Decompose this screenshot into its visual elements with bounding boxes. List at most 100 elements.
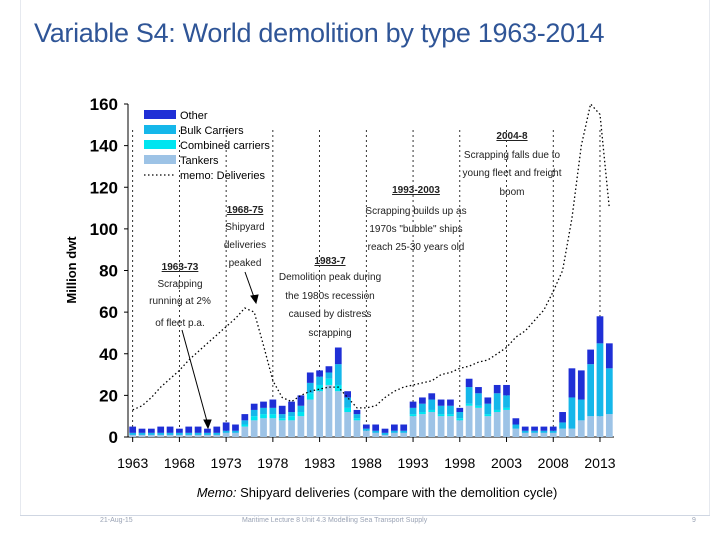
page-number: 9 xyxy=(692,517,696,524)
x-axis-label-text: Shipyard deliveries (compare with the de… xyxy=(240,485,557,500)
bar-combined-carriers-1994 xyxy=(419,412,426,415)
bar-bulk-carriers-2007 xyxy=(540,430,548,433)
bar-tankers-2000 xyxy=(475,407,482,437)
bar-bulk-carriers-1975 xyxy=(241,420,249,425)
bar-bulk-carriers-2003 xyxy=(503,395,510,408)
legend: Other Bulk Carriers Combined carriers Ta… xyxy=(144,110,270,182)
bar-tankers-1965 xyxy=(148,434,155,437)
bar-combined-carriers-1987 xyxy=(353,418,361,421)
bar-tankers-2011 xyxy=(577,420,585,437)
annotation-1983-heading: 1983-7 xyxy=(314,256,346,267)
bar-other-1990 xyxy=(381,428,389,433)
bar-bulk-carriers-1985 xyxy=(334,364,342,385)
annotation-2004-line-1: Scrapping falls due to xyxy=(464,150,561,161)
bar-tankers-1981 xyxy=(297,416,305,437)
bar-other-1991 xyxy=(391,424,398,431)
annotation-1963-heading: 1963-73 xyxy=(162,262,199,273)
bar-tankers-2006 xyxy=(531,432,538,437)
bar-other-1974 xyxy=(232,424,239,431)
bar-bulk-carriers-2013 xyxy=(596,343,604,417)
bar-tankers-1996 xyxy=(437,416,445,437)
legend-label-bulk: Bulk Carriers xyxy=(180,125,244,137)
bar-other-2013 xyxy=(596,316,604,344)
bar-other-2011 xyxy=(577,370,585,400)
bar-other-1976 xyxy=(250,403,258,410)
bar-tankers-2014 xyxy=(605,414,613,437)
bar-bulk-carriers-2001 xyxy=(484,403,492,415)
bar-other-1995 xyxy=(428,393,436,400)
y-tick-label-60: 60 xyxy=(99,303,118,322)
bar-other-1986 xyxy=(344,391,351,398)
bar-other-1971 xyxy=(204,428,211,433)
annotation-1968: 1968-75 Shipyard deliveries peaked xyxy=(224,205,266,269)
bar-bulk-carriers-1979 xyxy=(278,414,286,419)
bar-other-1975 xyxy=(241,414,249,421)
bar-tankers-1997 xyxy=(447,416,454,437)
annotation-1983-line-2: the 1980s recession xyxy=(285,291,375,302)
annotation-1968-heading: 1968-75 xyxy=(227,205,264,216)
annotation-1993-line-1: Scrapping builds up as xyxy=(365,206,466,217)
annotation-1983: 1983-7 Demolition peak during the 1980s … xyxy=(279,256,381,339)
bar-tankers-2010 xyxy=(568,428,576,437)
bar-combined-carriers-2002 xyxy=(493,409,501,413)
bar-combined-carriers-1995 xyxy=(428,409,436,413)
bar-other-1963 xyxy=(129,426,137,433)
bar-tankers-1978 xyxy=(269,418,277,437)
x-tick-label-1993: 1993 xyxy=(397,455,428,471)
bar-tankers-1967 xyxy=(166,434,174,437)
bar-bulk-carriers-1978 xyxy=(269,407,277,415)
bar-other-2012 xyxy=(587,349,594,365)
bar-other-1980 xyxy=(288,401,295,413)
bar-bulk-carriers-1966 xyxy=(157,432,165,435)
bar-tankers-1985 xyxy=(334,391,342,437)
legend-swatch-other xyxy=(144,110,176,119)
bar-bulk-carriers-2004 xyxy=(512,424,520,429)
bar-tankers-1971 xyxy=(204,434,211,437)
annotation-2004: 2004-8 Scrapping falls due to young flee… xyxy=(463,131,562,198)
bar-other-2002 xyxy=(493,384,501,394)
bar-bulk-carriers-1990 xyxy=(381,432,389,435)
annotation-1993-line-3: reach 25-30 years old xyxy=(368,242,465,253)
bar-bulk-carriers-1997 xyxy=(447,405,454,415)
bar-bulk-carriers-1984 xyxy=(325,372,333,379)
x-tick-label-1963: 1963 xyxy=(117,455,148,471)
slide-right-edge xyxy=(709,0,710,515)
bar-combined-carriers-1982 xyxy=(306,393,314,400)
bar-tankers-1993 xyxy=(409,416,417,437)
annotation-2004-heading: 2004-8 xyxy=(496,131,528,142)
legend-swatch-bulk xyxy=(144,125,176,134)
bar-combined-carriers-1976 xyxy=(250,416,258,421)
x-tick-label-1988: 1988 xyxy=(351,455,382,471)
bar-combined-carriers-2001 xyxy=(484,414,492,417)
bar-bulk-carriers-1965 xyxy=(148,432,155,435)
bar-tankers-1998 xyxy=(456,420,464,437)
bar-other-1985 xyxy=(334,347,342,365)
bar-bulk-carriers-1983 xyxy=(316,376,323,385)
bar-other-2006 xyxy=(531,426,538,431)
bar-bulk-carriers-1988 xyxy=(362,428,370,431)
bar-other-1983 xyxy=(316,370,323,377)
y-tick-label-80: 80 xyxy=(99,262,118,281)
footer-center: Maritime Lecture 8 Unit 4.3 Modelling Se… xyxy=(242,517,428,524)
bar-bulk-carriers-1991 xyxy=(391,430,398,433)
legend-swatch-combined xyxy=(144,140,176,149)
x-tick-label-1998: 1998 xyxy=(444,455,475,471)
x-tick-label-1973: 1973 xyxy=(211,455,242,471)
bar-tankers-2002 xyxy=(493,412,501,437)
bar-bulk-carriers-1993 xyxy=(409,407,417,415)
y-tick-label-120: 120 xyxy=(90,178,118,197)
annotation-1983-line-4: scrapping xyxy=(308,328,351,339)
legend-swatch-tankers xyxy=(144,155,176,164)
bar-bulk-carriers-1986 xyxy=(344,397,351,408)
bar-tankers-1968 xyxy=(176,434,183,437)
bar-other-2004 xyxy=(512,418,520,425)
arrow-1963 xyxy=(181,329,209,426)
x-tick-label-2003: 2003 xyxy=(491,455,522,471)
bar-bulk-carriers-2009 xyxy=(559,422,566,429)
annotation-1963: 1963-73 Scrapping running at 2% of fleet… xyxy=(149,262,211,329)
bar-bulk-carriers-1971 xyxy=(204,432,211,435)
annotation-2004-line-3: boom xyxy=(499,187,524,198)
bar-tankers-1976 xyxy=(250,420,258,437)
bar-tankers-1989 xyxy=(372,432,380,437)
bar-bulk-carriers-1994 xyxy=(419,403,426,413)
